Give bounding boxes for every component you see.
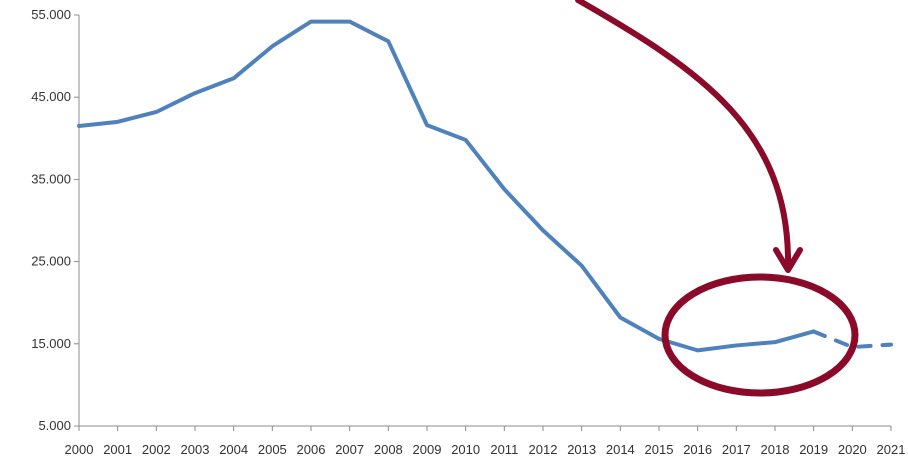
y-tick-label: 35.000 bbox=[31, 171, 71, 186]
x-tick-label: 2016 bbox=[683, 442, 712, 457]
x-tick-label: 2012 bbox=[529, 442, 558, 457]
y-tick-label: 55.000 bbox=[31, 7, 71, 22]
x-tick-label: 2017 bbox=[722, 442, 751, 457]
axes bbox=[74, 14, 892, 431]
arrow-shaft bbox=[575, 0, 792, 269]
x-tick-label: 2005 bbox=[258, 442, 287, 457]
x-tick-label: 2002 bbox=[142, 442, 171, 457]
series-line-dashed bbox=[811, 329, 893, 350]
x-tick-label: 2008 bbox=[374, 442, 403, 457]
x-tick-label: 2014 bbox=[606, 442, 635, 457]
x-tick-label: 2015 bbox=[645, 442, 674, 457]
x-tick-label: 2019 bbox=[799, 442, 828, 457]
x-tick-label: 2001 bbox=[103, 442, 132, 457]
y-tick-label: 45.000 bbox=[31, 89, 71, 104]
x-tick-labels: 2000 2001 2002 2003 2004 2005 2006 2007 2008 2009… bbox=[65, 442, 906, 457]
x-tick-label: 2007 bbox=[335, 442, 364, 457]
x-tick-label: 2020 bbox=[838, 442, 867, 457]
x-tick-label: 2021 bbox=[877, 442, 906, 457]
x-tick-label: 2000 bbox=[65, 442, 94, 457]
x-tick-label: 2018 bbox=[761, 442, 790, 457]
y-tick-label: 25.000 bbox=[31, 254, 71, 269]
x-tick-label: 2003 bbox=[181, 442, 210, 457]
x-tick-label: 2013 bbox=[567, 442, 596, 457]
x-tick-label: 2006 bbox=[297, 442, 326, 457]
series-group bbox=[77, 19, 893, 353]
x-tick-label: 2011 bbox=[490, 442, 518, 457]
annotations bbox=[575, 0, 859, 397]
x-tick-label: 2010 bbox=[451, 442, 480, 457]
arrow-head bbox=[773, 247, 803, 273]
x-tick-label: 2004 bbox=[219, 442, 248, 457]
y-tick-labels: 5.000 15.000 25.000 35.000 45.000 55.000 bbox=[31, 7, 71, 433]
y-tick-label: 15.000 bbox=[31, 336, 71, 351]
series-line bbox=[77, 19, 816, 353]
highlight-ellipse bbox=[661, 273, 859, 397]
y-tick-label: 5.000 bbox=[38, 418, 71, 433]
x-tick-label: 2009 bbox=[413, 442, 442, 457]
